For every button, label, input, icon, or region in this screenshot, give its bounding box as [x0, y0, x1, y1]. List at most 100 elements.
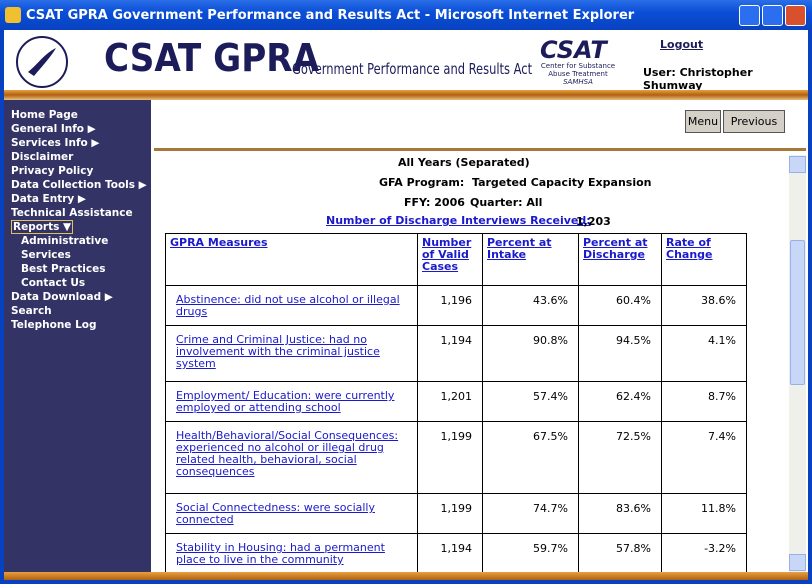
nav-item: General Info ▶ [11, 122, 151, 136]
nav-item: Disclaimer [11, 150, 151, 164]
nav-item: Privacy Policy [11, 164, 151, 178]
value-cell: 1,199 [417, 421, 483, 494]
nav-link[interactable]: Disclaimer [11, 151, 74, 163]
cell-value: 62.4% [616, 390, 651, 403]
cell-value: 8.7% [708, 390, 736, 403]
cell-value: 83.6% [616, 502, 651, 515]
value-cell: 72.5% [578, 421, 662, 494]
gfa-label: GFA Program: [379, 176, 465, 189]
cell-value: 43.6% [533, 294, 568, 307]
scroll-thumb[interactable] [790, 240, 805, 385]
cell-value: 1,199 [440, 430, 473, 443]
nav-link[interactable]: Search [11, 305, 52, 317]
csat-line: SAMHSA [563, 78, 593, 86]
cell-value: 74.7% [533, 502, 568, 515]
close-button[interactable] [785, 5, 806, 26]
nav-subitem[interactable]: Services [21, 249, 71, 261]
measure-cell: Health/Behavioral/Social Consequences: e… [165, 421, 418, 494]
measure-link[interactable]: Employment/ Education: were currently em… [176, 389, 395, 414]
csat-line: Abuse Treatment [548, 70, 608, 78]
minimize-button[interactable] [739, 5, 760, 26]
cell-value: 1,194 [440, 334, 473, 347]
nav-link[interactable]: Home Page [11, 109, 78, 121]
table-row: Stability in Housing: had a permanent pl… [165, 533, 747, 572]
user-label: User: Christopher Shumway [643, 66, 753, 92]
nav-link[interactable]: Services Info ▶ [11, 137, 100, 149]
cell-value: 7.4% [708, 430, 736, 443]
value-cell: 67.5% [482, 421, 579, 494]
value-cell: 1,196 [417, 285, 483, 326]
nav-link[interactable]: Data Collection Tools ▶ [11, 179, 147, 191]
value-cell: 1,199 [417, 493, 483, 534]
value-cell: 57.4% [482, 381, 579, 422]
cell-value: 90.8% [533, 334, 568, 347]
scroll-down[interactable] [789, 554, 806, 571]
table-row: Employment/ Education: were currently em… [165, 381, 747, 422]
nav-item: Telephone Log [11, 318, 151, 332]
window-title: CSAT GPRA Government Performance and Res… [26, 8, 635, 23]
nav-item: Technical Assistance [11, 206, 151, 220]
divider [154, 148, 806, 151]
nav-link[interactable]: General Info ▶ [11, 123, 96, 135]
measure-cell: Social Connectedness: were socially conn… [165, 493, 418, 534]
cell-value: 72.5% [616, 430, 651, 443]
nav-link[interactable]: Technical Assistance [11, 207, 133, 219]
measure-cell: Crime and Criminal Justice: had no invol… [165, 325, 418, 382]
scroll-up[interactable] [789, 156, 806, 173]
value-cell: 43.6% [482, 285, 579, 326]
nav-link[interactable]: Data Download ▶ [11, 291, 113, 303]
nav-link[interactable]: Telephone Log [11, 319, 97, 331]
interviews-link[interactable]: Number of Discharge Interviews Received: [326, 214, 591, 227]
value-cell: 4.1% [661, 325, 747, 382]
value-cell: 1,194 [417, 533, 483, 572]
nav-item: Data Entry ▶ [11, 192, 151, 206]
measure-cell: Abstinence: did not use alcohol or illeg… [165, 285, 418, 326]
value-cell: 59.7% [482, 533, 579, 572]
measure-link[interactable]: Abstinence: did not use alcohol or illeg… [176, 293, 400, 318]
title-bar: CSAT GPRA Government Performance and Res… [0, 0, 812, 30]
period: All Years (Separated) [398, 156, 530, 169]
cell-value: -3.2% [704, 542, 736, 555]
ffy: FFY: 2006 [404, 196, 465, 209]
nav-subitem[interactable]: Best Practices [21, 263, 106, 275]
nav-link[interactable]: Data Entry ▶ [11, 193, 86, 205]
column-header[interactable]: Number of Valid Cases [417, 233, 483, 286]
measure-link[interactable]: Health/Behavioral/Social Consequences: e… [176, 429, 399, 478]
column-header[interactable]: Rate of Change [661, 233, 747, 286]
cell-value: 1,201 [440, 390, 473, 403]
measure-cell: Stability in Housing: had a permanent pl… [165, 533, 418, 572]
column-header[interactable]: Percent at Discharge [578, 233, 662, 286]
interviews-value: 1,203 [576, 215, 611, 228]
measure-link[interactable]: Crime and Criminal Justice: had no invol… [176, 333, 380, 370]
nav-link[interactable]: Privacy Policy [11, 165, 94, 177]
gfa-value: Targeted Capacity Expansion [472, 176, 652, 189]
nav-subitem[interactable]: Administrative [21, 235, 109, 247]
cell-value: 67.5% [533, 430, 568, 443]
csat-logo: CSAT [540, 36, 607, 64]
measure-link[interactable]: Social Connectedness: were socially conn… [176, 501, 375, 526]
previous-button[interactable]: Previous [723, 110, 785, 133]
logout-link[interactable]: Logout [660, 38, 704, 51]
cell-value: 57.4% [533, 390, 568, 403]
column-header[interactable]: Percent at Intake [482, 233, 579, 286]
menu-button[interactable]: Menu [685, 110, 721, 133]
measures-table: GPRA Measures Number of Valid Cases Percen… [165, 233, 747, 572]
maximize-button[interactable] [762, 5, 783, 26]
nav-item: Home Page [11, 108, 151, 122]
measure-link[interactable]: Stability in Housing: had a permanent pl… [176, 541, 385, 566]
report-content: All Years (Separated) GFA Program: Targe… [151, 152, 789, 572]
value-cell: 74.7% [482, 493, 579, 534]
value-cell: 57.8% [578, 533, 662, 572]
value-cell: 1,194 [417, 325, 483, 382]
cell-value: 11.8% [701, 502, 736, 515]
nav-item: Data Collection Tools ▶ [11, 178, 151, 192]
value-cell: 7.4% [661, 421, 747, 494]
nav-link[interactable]: Reports ▼ [11, 220, 74, 234]
nav-subitem[interactable]: Contact Us [21, 277, 86, 289]
cell-value: 38.6% [701, 294, 736, 307]
value-cell: 94.5% [578, 325, 662, 382]
cell-value: 60.4% [616, 294, 651, 307]
table-row: Health/Behavioral/Social Consequences: e… [165, 421, 747, 494]
column-header[interactable]: GPRA Measures [165, 233, 418, 286]
